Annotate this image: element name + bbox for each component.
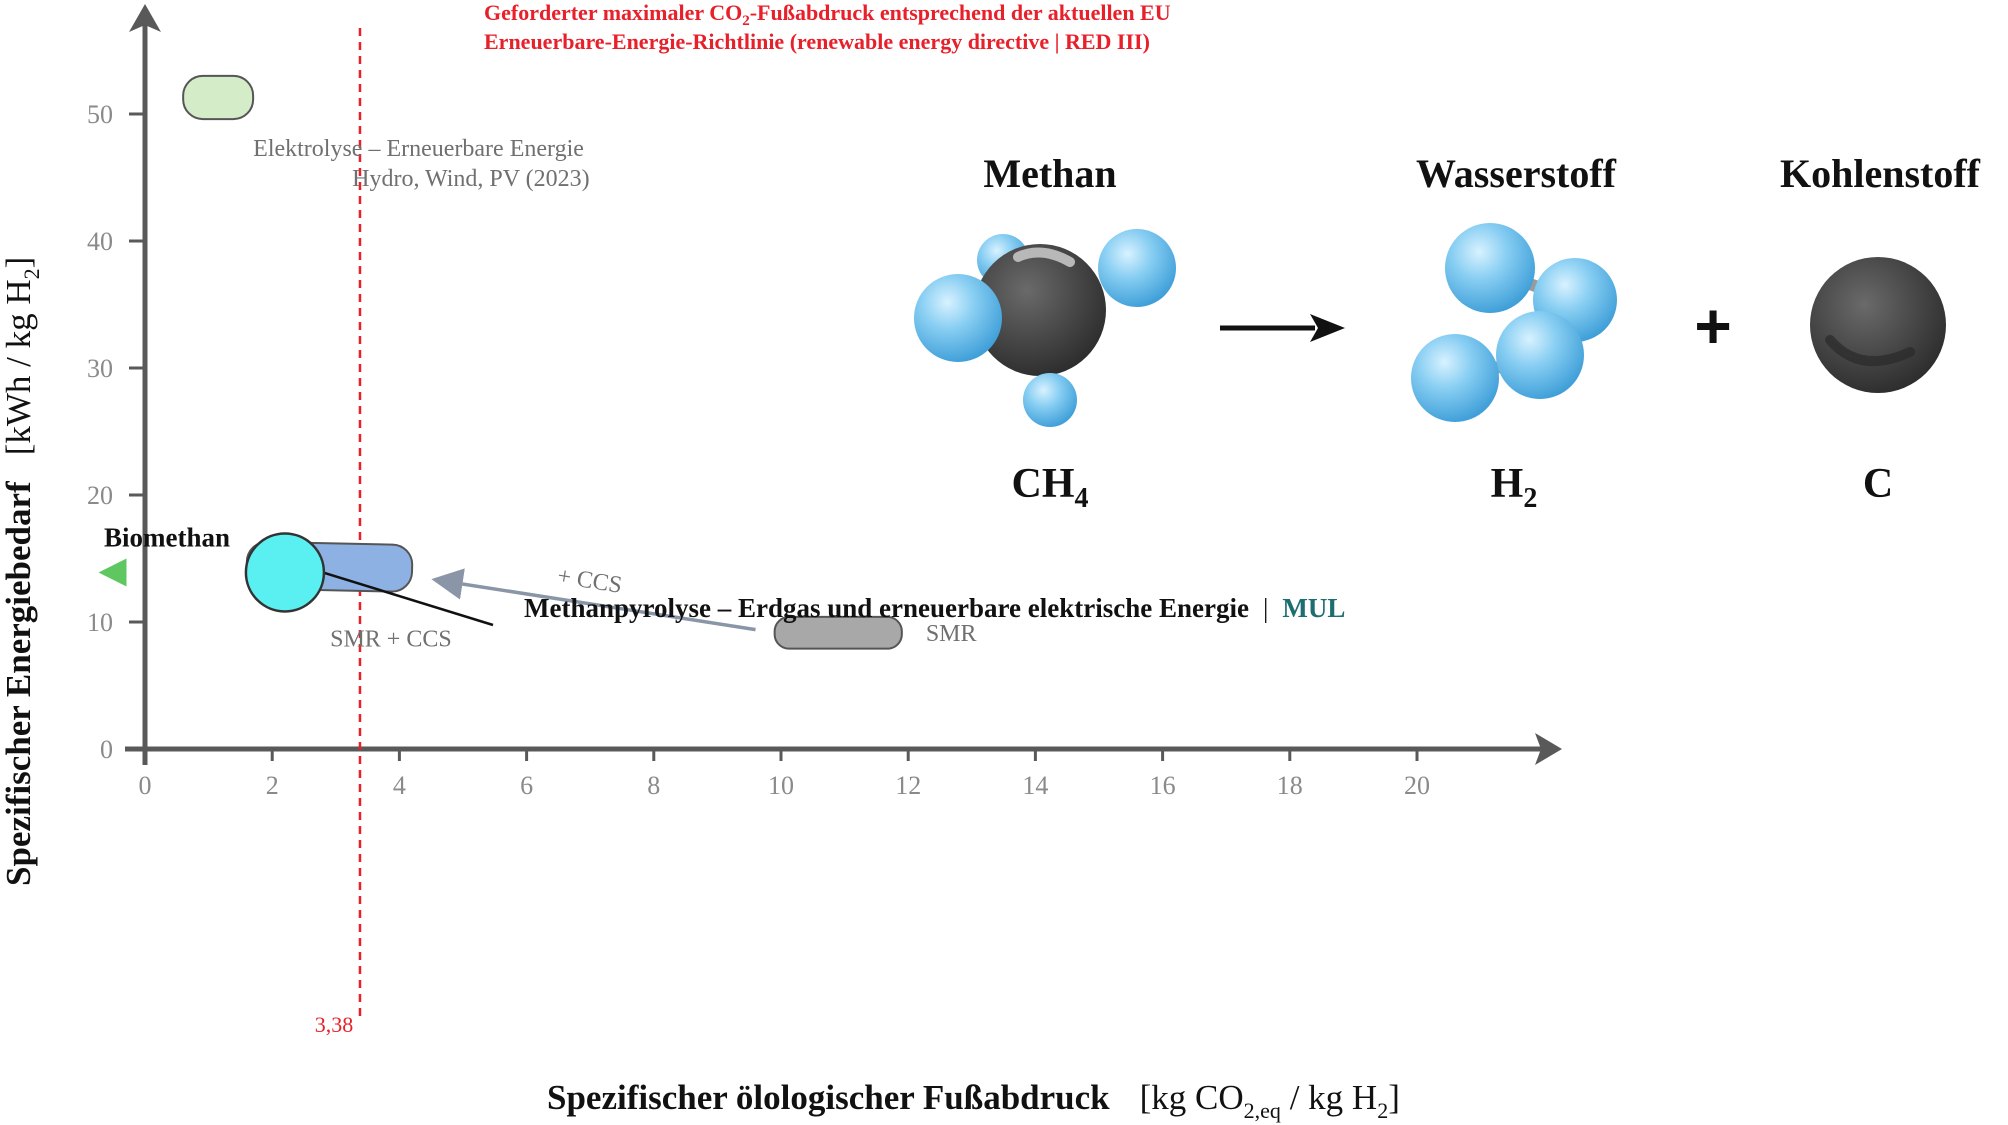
product1-formula: H2 — [1491, 461, 1538, 514]
x-axis-label: Spezifischer ölologischer Fußabdruck — [547, 1078, 1110, 1117]
hydrogen-molecules-icon — [1411, 223, 1617, 422]
ccs-arrow — [431, 568, 756, 632]
x-tick-label: 10 — [768, 771, 794, 800]
x-axis-unit-sub: 2,eq — [1244, 1098, 1281, 1123]
x-tick-label: 12 — [895, 771, 921, 800]
x-tick-label: 16 — [1150, 771, 1176, 800]
threshold-label-line1-sub: 2 — [742, 13, 750, 29]
hydrogen-atom-icon — [1496, 311, 1584, 399]
reaction-illustration: Methan Wasserstoff Kohlenstoff CH4 — [914, 151, 1981, 514]
hydrogen-atom-icon — [914, 274, 1002, 362]
reactant-formula-sub: 4 — [1075, 483, 1089, 514]
region-elektrolyse — [182, 74, 255, 121]
hydrogen-atom-icon — [1098, 229, 1176, 307]
product1-name: Wasserstoff — [1416, 151, 1617, 196]
x-tick-label: 14 — [1022, 771, 1048, 800]
methanpyrolyse-label-tag: MUL — [1282, 593, 1345, 623]
x-axis-unit-sub2: 2 — [1377, 1098, 1388, 1123]
x-tick-label: 18 — [1277, 771, 1303, 800]
x-axis-title: Spezifischer ölologischer Fußabdruck [kg … — [547, 1078, 1400, 1123]
threshold-tick-label: 3,38 — [315, 1012, 354, 1037]
threshold-label-line2: Erneuerbare-Energie-Richtlinie (renewabl… — [484, 29, 1150, 54]
methanpyrolyse-label-sep: | — [1263, 593, 1268, 623]
threshold-label-line1: Geforderter maximaler CO2-Fußabdruck ent… — [484, 0, 1171, 29]
y-tick-label: 50 — [87, 100, 113, 129]
methanpyrolyse-label-main: Methanpyrolyse – Erdgas und erneuerbare … — [524, 593, 1249, 623]
x-tick-label: 8 — [647, 771, 660, 800]
methanpyrolyse-label: Methanpyrolyse – Erdgas und erneuerbare … — [524, 593, 1345, 623]
y-tick-label: 20 — [87, 481, 113, 510]
y-axis-unit-sub: 2 — [19, 268, 44, 279]
y-tick-label: 40 — [87, 227, 113, 256]
reactant-formula-main: CH — [1012, 461, 1075, 507]
reactant-name: Methan — [983, 151, 1116, 196]
x-axis-arrowhead — [1535, 733, 1562, 765]
region-group: Elektrolyse – Erneuerbare Energie Hydro, … — [182, 74, 977, 652]
y-axis-unit-prefix: [kWh / kg H — [0, 279, 38, 455]
y-axis-label: Spezifischer Energiebedarf — [0, 481, 38, 886]
region-label-smr-ccs: SMR + CCS — [330, 626, 452, 652]
y-axis-title: Spezifischer Energiebedarf [kWh / kg H2] — [0, 257, 44, 886]
x-tick-label: 0 — [139, 771, 152, 800]
x-axis-unit-suffix: ] — [1388, 1078, 1400, 1117]
methanpyrolyse-leader-line — [296, 563, 494, 627]
product1-formula-sub: 2 — [1523, 483, 1537, 514]
threshold-label-line1-a: Geforderter maximaler CO — [484, 0, 742, 25]
product2-formula: C — [1863, 461, 1893, 507]
y-axis-arrowhead — [129, 4, 161, 32]
y-tick-label: 30 — [87, 354, 113, 383]
tick-group: 0 2 4 6 8 10 12 14 16 18 20 0 10 20 30 40 50 — [87, 100, 1430, 800]
y-axis-unit-suffix: ] — [0, 257, 38, 269]
region-label-elektrolyse: Elektrolyse – Erneuerbare Energie — [253, 136, 584, 162]
carbon-atom-icon — [974, 244, 1106, 376]
x-axis-unit-prefix: [kg CO — [1140, 1078, 1244, 1117]
x-tick-label: 2 — [266, 771, 279, 800]
product2-name: Kohlenstoff — [1780, 151, 1981, 196]
methanpyrolyse-point — [244, 532, 326, 613]
y-tick-label: 0 — [100, 735, 113, 764]
plus-sign: + — [1694, 290, 1731, 362]
axes — [125, 4, 1562, 765]
threshold-label-line1-b: -Fußabdruck entsprechend der aktuellen E… — [750, 0, 1171, 25]
reactant-formula: CH4 — [1012, 461, 1089, 514]
product1-formula-main: H — [1491, 461, 1524, 507]
x-tick-label: 4 — [393, 771, 406, 800]
x-tick-label: 6 — [520, 771, 533, 800]
x-axis-unit-mid: / kg H — [1281, 1078, 1377, 1117]
region-label-elektrolyse: Hydro, Wind, PV (2023) — [352, 166, 589, 192]
region-label-smr: SMR — [926, 621, 977, 647]
methane-molecule-icon — [914, 229, 1176, 427]
biomethan-label: Biomethan — [104, 522, 230, 552]
carbon-atom-icon — [1810, 257, 1946, 393]
reaction-arrow-icon — [1220, 314, 1345, 342]
x-tick-label: 20 — [1404, 771, 1430, 800]
y-tick-label: 10 — [87, 608, 113, 637]
hydrogen-atom-icon — [1411, 334, 1499, 422]
region-smr — [773, 615, 903, 650]
hydrogen-atom-icon — [1023, 373, 1077, 427]
hydrogen-atom-icon — [1445, 223, 1535, 313]
